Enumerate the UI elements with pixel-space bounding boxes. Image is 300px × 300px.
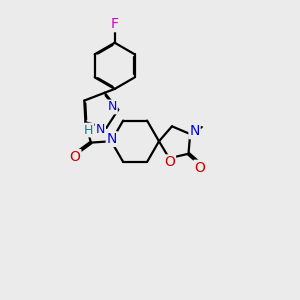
Text: N: N (106, 132, 117, 146)
Text: O: O (194, 160, 205, 175)
Text: N: N (108, 100, 117, 113)
Text: N: N (96, 123, 105, 136)
Text: F: F (111, 17, 119, 31)
Text: O: O (164, 155, 175, 169)
Text: N: N (189, 124, 200, 138)
Text: O: O (70, 150, 81, 164)
Text: H: H (84, 124, 93, 136)
